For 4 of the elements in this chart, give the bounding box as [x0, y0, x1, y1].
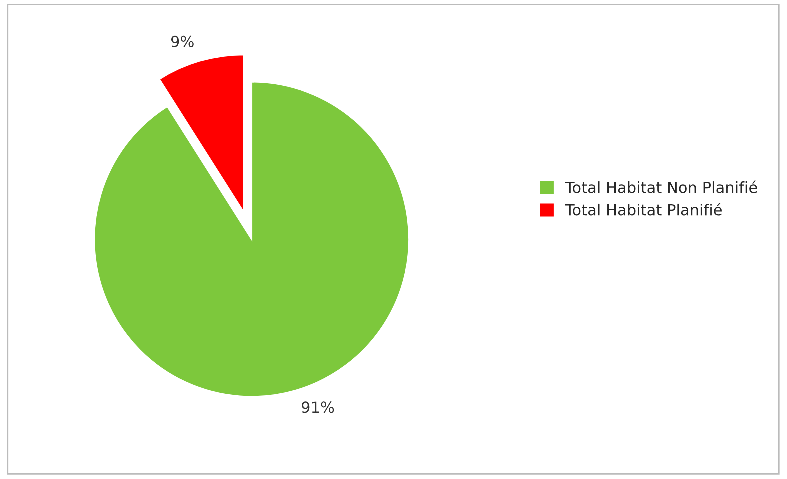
- legend-label: Total Habitat Non Planifié: [565, 180, 758, 194]
- legend-label: Total Habitat Planifié: [565, 203, 722, 216]
- data-label: 9%: [171, 36, 194, 48]
- data-label: 91%: [302, 402, 334, 414]
